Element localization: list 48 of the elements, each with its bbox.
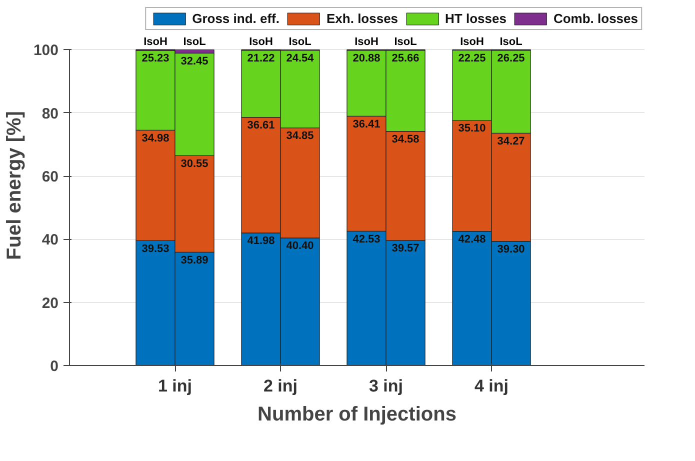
data-label: 41.98 [247, 235, 275, 248]
legend-label: Gross ind. eff. [192, 11, 280, 26]
data-label: 25.23 [142, 52, 170, 65]
legend-label: Comb. losses [553, 11, 638, 26]
legend-label: HT losses [445, 11, 506, 26]
y-axis-title: Fuel energy [%] [3, 111, 26, 260]
data-label: 42.48 [458, 234, 486, 246]
y-tick-label: 40 [42, 232, 59, 249]
data-label: 20.88 [352, 52, 380, 64]
x-tick-label: IsoL [183, 36, 206, 48]
data-label: 30.55 [180, 158, 208, 170]
data-label: 25.66 [392, 52, 420, 64]
text: 3 inj [369, 376, 404, 396]
data-label: 39.53 [142, 242, 170, 255]
data-label: 34.27 [497, 135, 525, 148]
y-tick-label: 80 [42, 105, 59, 122]
data-label: 22.25 [458, 52, 486, 64]
text: 4 inj [474, 376, 509, 396]
x-tick-label: IsoH [354, 36, 378, 48]
x-tick-label: IsoH [460, 36, 484, 48]
x-tick-label: IsoL [500, 36, 523, 48]
data-label: 24.54 [286, 52, 315, 65]
data-label: 34.98 [142, 132, 170, 144]
text: 1 inj [158, 376, 192, 396]
x-tick-label: IsoL [288, 36, 312, 48]
data-label: 39.30 [497, 244, 525, 256]
data-label: 35.10 [458, 122, 486, 135]
data-label: 34.85 [286, 130, 314, 142]
data-label: 42.53 [352, 233, 380, 246]
y-tick-label: 20 [42, 294, 59, 312]
y-tick-label: 100 [33, 42, 59, 60]
data-label: 32.45 [180, 55, 208, 68]
legend-label: Exh. losses [326, 11, 398, 26]
data-label: 21.22 [247, 52, 275, 64]
data-label: 34.58 [392, 134, 420, 146]
y-tick-label: 60 [42, 168, 59, 186]
text: 2 inj [264, 376, 298, 396]
x-axis-title: Number of Injections [258, 404, 456, 426]
data-label: 40.40 [286, 240, 314, 252]
x-tick-label: IsoH [144, 36, 168, 48]
data-label: 36.41 [352, 118, 380, 130]
data-label: 35.89 [180, 254, 208, 266]
x-tick-label: IsoH [249, 36, 273, 48]
x-tick-label: IsoL [394, 36, 418, 48]
data-label: 39.57 [392, 242, 420, 255]
data-label: 26.25 [497, 52, 525, 64]
data-label: 36.61 [247, 119, 275, 132]
y-tick-label: 0 [50, 358, 58, 375]
